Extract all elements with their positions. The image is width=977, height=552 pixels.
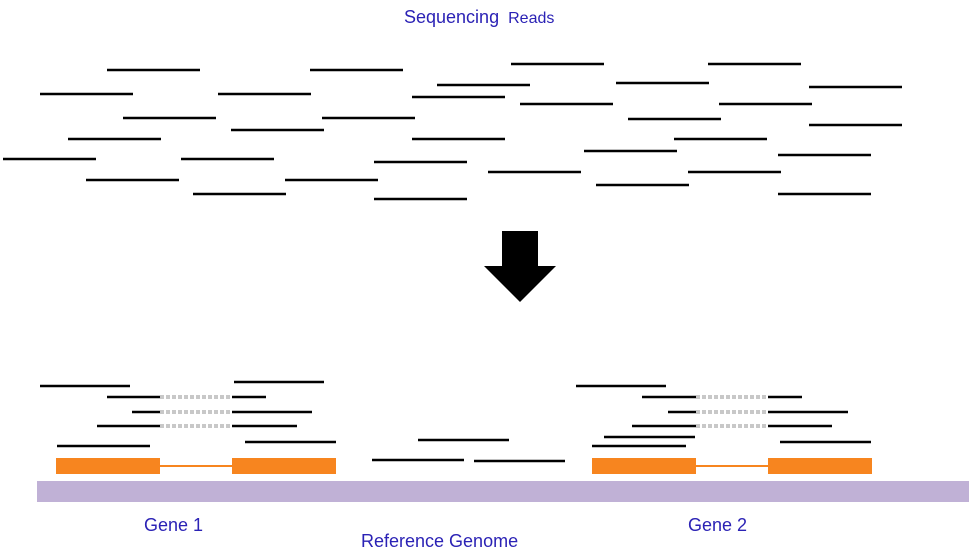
gene-1-label: Gene 1 — [144, 515, 203, 535]
unaligned-reads — [3, 62, 902, 201]
reference-genome-bar — [37, 481, 969, 502]
reference-genome-label: Reference Genome — [361, 531, 518, 551]
gene-1-model — [56, 458, 336, 474]
gene-2-model — [592, 458, 872, 474]
down-arrow-icon — [484, 231, 556, 302]
title-word-sequencing: Sequencing — [404, 7, 499, 27]
title-sequencing-reads: Sequencing Reads — [404, 7, 554, 27]
gene-1-exon-2 — [232, 458, 336, 474]
gene-2-exon-2 — [768, 458, 872, 474]
gene-1-exon-1 — [56, 458, 160, 474]
gene-2-exon-1 — [592, 458, 696, 474]
aligned-reads — [40, 380, 871, 463]
title-word-reads: Reads — [508, 10, 554, 27]
gene-2-label: Gene 2 — [688, 515, 747, 535]
